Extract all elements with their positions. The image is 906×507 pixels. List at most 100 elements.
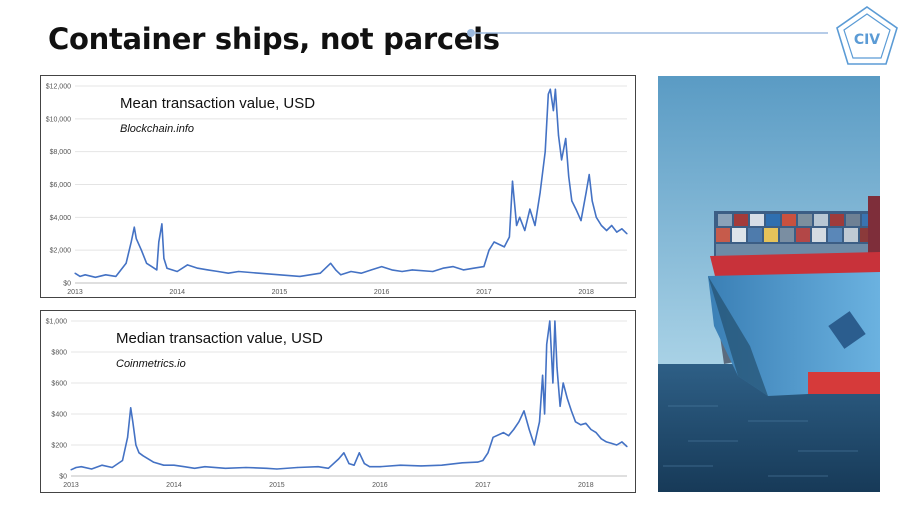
- chart-subtitle: Blockchain.info: [120, 123, 194, 135]
- data-point: [101, 464, 103, 466]
- data-point: [605, 441, 608, 443]
- data-point: [621, 441, 623, 443]
- data-point: [224, 467, 226, 469]
- y-tick-label: $4,000: [50, 215, 72, 222]
- data-point: [197, 267, 199, 269]
- y-tick-label: $0: [59, 474, 67, 481]
- data-point: [442, 267, 444, 269]
- data-point: [245, 466, 247, 469]
- data-point: [524, 229, 526, 232]
- chart-subtitle: Coinmetrics.io: [116, 358, 186, 370]
- data-point: [549, 88, 551, 90]
- data-point: [130, 407, 132, 409]
- data-point: [461, 462, 463, 464]
- data-point: [565, 137, 567, 140]
- data-point: [523, 410, 525, 412]
- data-point: [511, 180, 514, 182]
- data-point: [79, 275, 81, 277]
- data-point: [140, 249, 142, 251]
- data-point: [151, 266, 153, 268]
- sea-ripples: [663, 405, 858, 477]
- data-point: [75, 466, 77, 469]
- data-point: [411, 269, 413, 271]
- rule-dot: [467, 29, 475, 37]
- data-point: [142, 455, 144, 457]
- y-tick-label: $400: [51, 412, 67, 419]
- data-point: [559, 405, 561, 407]
- data-point: [557, 134, 560, 136]
- data-point: [146, 262, 148, 264]
- y-tick-label: $8,000: [50, 149, 72, 156]
- data-point: [487, 452, 489, 454]
- data-point: [508, 236, 510, 238]
- data-point: [135, 444, 137, 446]
- data-point: [616, 444, 618, 446]
- data-point: [600, 224, 603, 227]
- data-point: [420, 465, 422, 467]
- data-point: [360, 272, 362, 274]
- data-point: [80, 466, 82, 468]
- x-tick-label: 2014: [166, 482, 182, 489]
- data-point: [534, 224, 536, 227]
- data-point: [556, 366, 558, 369]
- data-point: [399, 464, 402, 466]
- data-point: [70, 469, 72, 471]
- y-tick-label: $0: [63, 281, 71, 288]
- data-point: [519, 216, 521, 218]
- data-point: [591, 200, 593, 202]
- data-point: [554, 88, 557, 90]
- data-point: [562, 382, 564, 384]
- data-point: [546, 343, 548, 345]
- data-point: [340, 274, 342, 276]
- data-point: [595, 432, 597, 434]
- ship-boot-red: [808, 372, 880, 394]
- data-point: [133, 226, 135, 228]
- data-point: [121, 459, 124, 462]
- data-point: [513, 428, 515, 431]
- data-point: [571, 200, 573, 202]
- data-point: [529, 208, 531, 210]
- y-tick-label: $800: [51, 350, 67, 357]
- data-point: [166, 267, 168, 269]
- data-point: [330, 262, 332, 264]
- data-point: [338, 458, 340, 460]
- data-point: [611, 224, 613, 227]
- series-line: [74, 88, 628, 279]
- data-point: [186, 264, 188, 266]
- data-point: [115, 275, 117, 277]
- data-point: [158, 241, 160, 243]
- data-point: [363, 463, 365, 465]
- data-point: [549, 320, 551, 322]
- data-point: [343, 452, 345, 454]
- logo-pentagon-inner: [843, 13, 891, 59]
- data-point: [585, 422, 587, 424]
- data-point: [503, 246, 505, 248]
- data-point: [238, 270, 240, 273]
- container-ship-photo: [658, 76, 880, 492]
- y-tick-label: $6,000: [50, 182, 72, 189]
- data-point: [574, 421, 577, 423]
- data-point: [561, 159, 563, 161]
- median-chart: $0 $200 $400 $600 $800 $1,000 2013 2014 2015 2016…: [46, 319, 628, 489]
- data-point: [152, 461, 154, 463]
- data-point: [111, 466, 113, 469]
- civ-logo: CIV: [836, 6, 898, 65]
- x-tick-label: 2013: [63, 482, 79, 489]
- data-point: [552, 110, 554, 112]
- data-point: [544, 151, 546, 153]
- data-point: [276, 468, 278, 470]
- data-point: [391, 269, 393, 271]
- data-point: [127, 436, 129, 438]
- y-tick-label: $12,000: [46, 84, 71, 91]
- x-tick-label: 2015: [269, 482, 285, 489]
- data-point: [575, 208, 577, 210]
- containers: [714, 196, 880, 259]
- data-point: [204, 466, 206, 468]
- x-tick-label: 2016: [374, 289, 390, 296]
- data-point: [462, 269, 464, 271]
- data-point: [538, 421, 541, 423]
- data-point: [590, 428, 592, 431]
- data-point: [358, 452, 360, 454]
- data-point: [138, 452, 140, 454]
- x-tick-label: 2015: [272, 289, 288, 296]
